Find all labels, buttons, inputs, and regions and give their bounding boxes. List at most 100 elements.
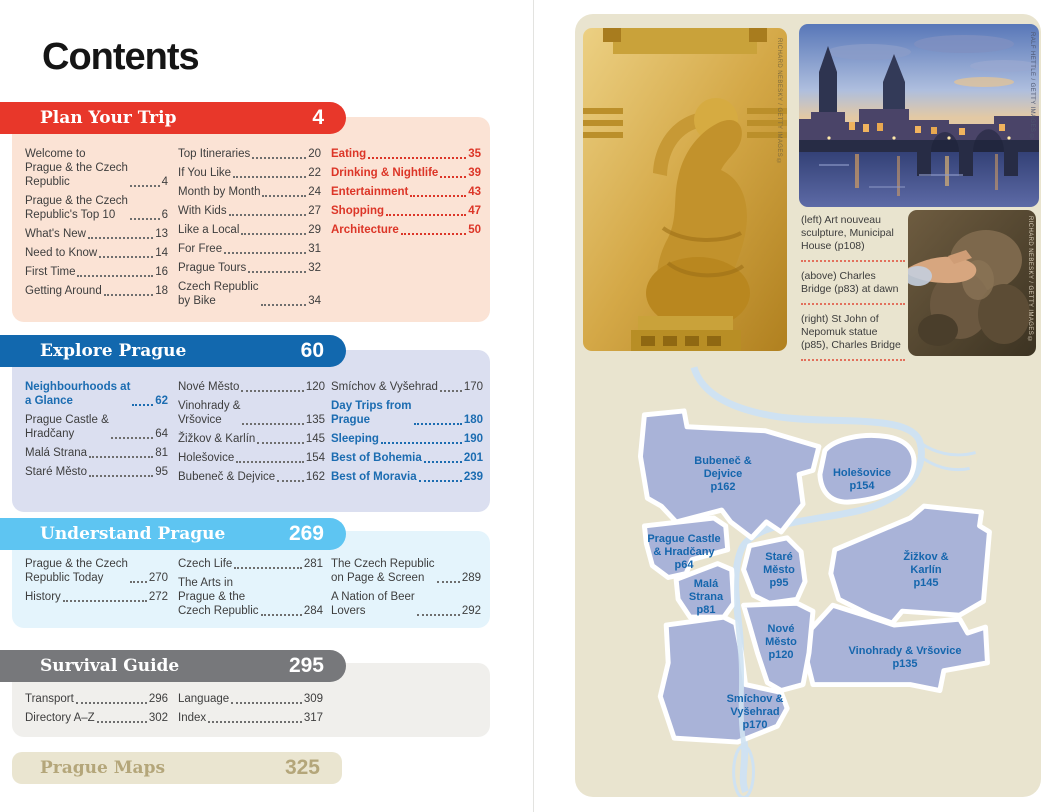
toc-entry: Prague Tours 32: [178, 262, 321, 274]
river-island: [732, 744, 755, 797]
toc-entry: Czech Republic by Bike 34: [178, 281, 321, 307]
toc-column: The Czech Republic on Page & Screen 289 A…: [331, 557, 481, 623]
toc-entry: Transport 296: [25, 693, 168, 705]
toc-entry: The Arts in Prague & the Czech Republic 2…: [178, 577, 323, 617]
section-title: Explore Prague: [40, 341, 187, 361]
caption: (left) Art nouveau sculpture, Municipal …: [801, 214, 905, 262]
photo-nepomuk-statue: RICHARD NEBESKY / GETTY IMAGES ©: [908, 210, 1036, 356]
map-region-vinohrady-vrsovice: [802, 602, 990, 693]
toc-entry: Neighbourhoods at a Glance 62: [25, 381, 168, 407]
toc-entry: Shopping 47: [331, 205, 481, 217]
toc-column: Eating 35 Drinking & Nightlife 39 Entertai…: [331, 147, 481, 242]
dot-leader: [260, 614, 302, 616]
dot-leader: [62, 600, 147, 602]
toc-entry: Welcome to Prague & the Czech Republic 4: [25, 148, 168, 188]
dot-leader: [233, 176, 307, 178]
neighbourhood-map: Bubeneč & Dejvice p162 Holešovice p154 Pra…: [575, 355, 1041, 797]
dot-leader: [380, 442, 462, 444]
toc-entry: Holešovice 154: [178, 452, 325, 464]
map-region-zizkov-karlin: [828, 503, 992, 626]
dot-leader: [234, 567, 302, 569]
dot-leader: [75, 702, 147, 704]
toc-column: Welcome to Prague & the Czech Republic 4 …: [25, 147, 168, 303]
section-banner-understand-prague: Understand Prague 269: [0, 518, 346, 550]
dot-leader: [386, 214, 467, 216]
toc-entry: A Nation of Beer Lovers 292: [331, 591, 481, 617]
map-label-stare-mesto: Staré Město p95: [763, 551, 795, 589]
toc-column: Nové Město 120 Vinohrady & Vršovice 135 Ži…: [178, 380, 325, 489]
dot-leader: [440, 176, 467, 178]
toc-entry: Vinohrady & Vršovice 135: [178, 400, 325, 426]
dot-leader: [277, 480, 304, 482]
dot-leader: [260, 304, 307, 306]
section-banner-plan-your-trip: Plan Your Trip 4: [0, 102, 346, 134]
map-label-zizkov-karlin: Žižkov & Karlín p145: [903, 551, 949, 589]
section-page-number: 4: [312, 106, 324, 129]
explore-prague-box: [12, 350, 490, 512]
map-label-smichov-vysehrad: Smíchov & Vyšehrad p170: [726, 693, 784, 731]
page-title: Contents: [42, 36, 200, 78]
map-label-vinohrady-vrsovice: Vinohrady & Vršovice p135: [848, 645, 962, 670]
toc-entry: Smíchov & Vyšehrad 170: [331, 381, 483, 393]
photo-captions: (left) Art nouveau sculpture, Municipal …: [801, 214, 905, 369]
toc-entry: Eating 35: [331, 148, 481, 160]
toc-entry: Prague & the Czech Republic's Top 10 6: [25, 195, 168, 221]
map-label-prague-castle-hradcany: Prague Castle & Hradčany p64: [647, 533, 721, 571]
bridge-illustration: [799, 24, 1039, 207]
section-page-number: 295: [288, 654, 324, 677]
toc-entry: Month by Month 24: [178, 186, 321, 198]
toc-column: Transport 296 Directory A–Z 302: [25, 692, 168, 730]
toc-entry: Bubeneč & Dejvice 162: [178, 471, 325, 483]
toc-entry: With Kids 27: [178, 205, 321, 217]
toc-entry: Index 317: [178, 712, 323, 724]
toc-entry: The Czech Republic on Page & Screen 289: [331, 558, 481, 584]
caption: (right) St John of Nepomuk statue (p85),…: [801, 313, 905, 361]
map-region-holesovice: [817, 432, 917, 505]
toc-entry: Day Trips from Prague 180: [331, 400, 483, 426]
toc-entry: First Time 16: [25, 266, 168, 278]
dot-leader: [423, 461, 462, 463]
toc-entry: Like a Local 29: [178, 224, 321, 236]
toc-entry: History 272: [25, 591, 168, 603]
statue-illustration: [908, 210, 1036, 356]
dot-leader: [252, 157, 307, 159]
dot-leader: [242, 423, 304, 425]
dot-leader: [77, 275, 154, 277]
dot-leader: [89, 456, 154, 458]
toc-entry: Entertainment 43: [331, 186, 481, 198]
photo-credit: RALF HETTLE / GETTY IMAGES ©: [1029, 32, 1035, 141]
section-title: Prague Maps: [40, 758, 166, 778]
toc-entry: Getting Around 18: [25, 285, 168, 297]
dot-leader: [110, 437, 154, 439]
map-label-nove-mesto: Nové Město p120: [765, 623, 797, 661]
dot-leader: [400, 233, 467, 235]
toc-entry: Best of Moravia 239: [331, 471, 483, 483]
page-gutter-divider: [533, 0, 534, 812]
dot-leader: [241, 233, 307, 235]
photo-art-nouveau-sculpture: RICHARD NEBESKY / GETTY IMAGES ©: [583, 28, 787, 351]
toc-entry: Language 309: [178, 693, 323, 705]
toc-entry: If You Like 22: [178, 167, 321, 179]
toc-entry: Top Itineraries 20: [178, 148, 321, 160]
toc-entry: Czech Life 281: [178, 558, 323, 570]
dot-leader: [241, 390, 304, 392]
photo-credit: RICHARD NEBESKY / GETTY IMAGES ©: [1027, 216, 1033, 344]
dot-leader: [416, 614, 460, 616]
section-page-number: 325: [284, 756, 320, 779]
river-branches: [917, 441, 976, 472]
dot-leader: [132, 404, 154, 406]
toc-entry: Nové Město 120: [178, 381, 325, 393]
toc-entry: Best of Bohemia 201: [331, 452, 483, 464]
map-region-mala-strana: [673, 561, 737, 620]
dot-leader: [99, 256, 154, 258]
dot-leader: [439, 390, 462, 392]
dot-leader: [418, 480, 462, 482]
dot-leader: [103, 294, 154, 296]
dot-leader: [231, 702, 302, 704]
toc-entry: For Free 31: [178, 243, 321, 255]
dot-leader: [248, 271, 307, 273]
map-label-holesovice: Holešovice p154: [832, 467, 892, 492]
toc-entry: Žižkov & Karlín 145: [178, 433, 325, 445]
dot-leader: [413, 423, 462, 425]
toc-entry: Sleeping 190: [331, 433, 483, 445]
